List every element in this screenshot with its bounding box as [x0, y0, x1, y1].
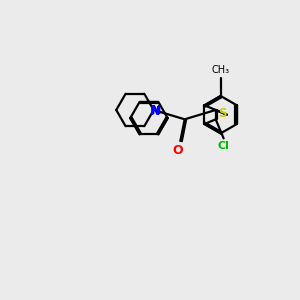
- Text: N: N: [150, 105, 160, 118]
- Text: Cl: Cl: [218, 141, 230, 151]
- Text: N: N: [151, 104, 161, 117]
- Text: CH₃: CH₃: [212, 65, 230, 75]
- Text: O: O: [172, 145, 183, 158]
- Text: S: S: [218, 107, 227, 120]
